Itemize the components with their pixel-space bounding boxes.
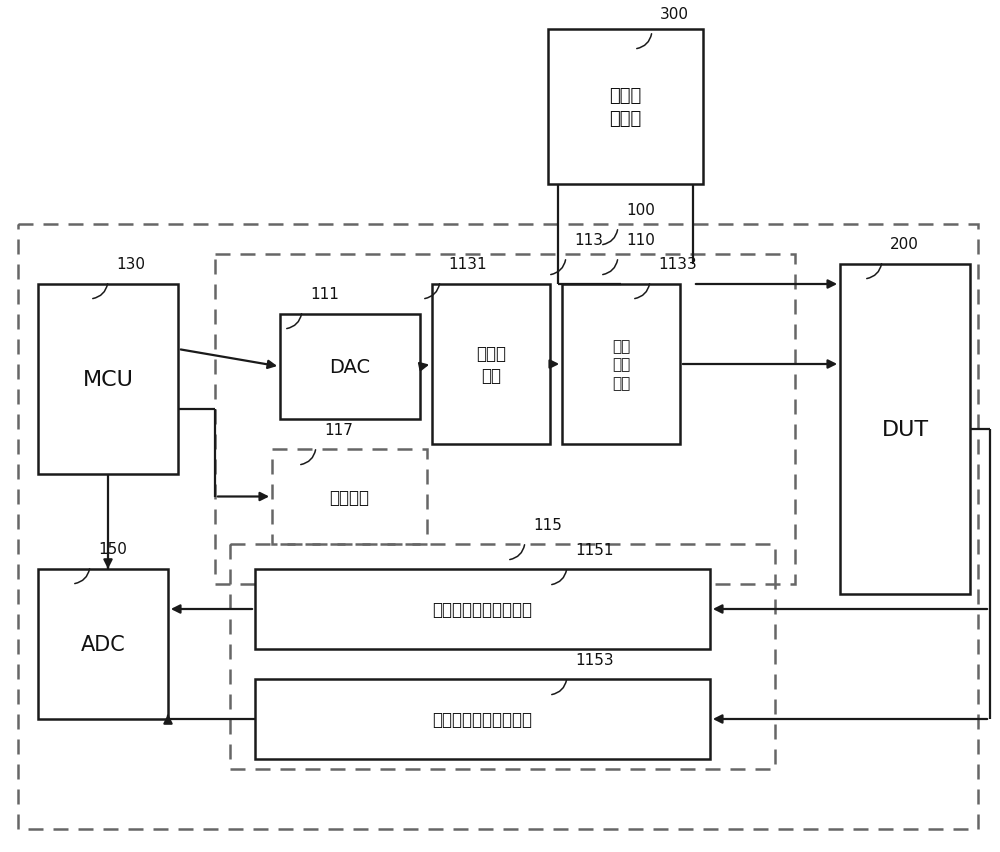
Text: 115: 115: [533, 517, 562, 532]
Bar: [38, 569, 168, 719]
Bar: [215, 255, 795, 584]
Text: 1133: 1133: [658, 256, 697, 272]
Text: 1153: 1153: [575, 653, 614, 667]
Bar: [548, 30, 703, 185]
Bar: [38, 285, 178, 475]
Bar: [255, 679, 710, 759]
Text: 1151: 1151: [575, 543, 614, 557]
Text: 113: 113: [574, 233, 603, 248]
Text: 电流放
大器: 电流放 大器: [476, 344, 506, 384]
Text: 300: 300: [660, 7, 689, 22]
Text: DUT: DUT: [881, 419, 929, 440]
Text: 200: 200: [890, 237, 919, 251]
Text: 外部采
样电阻: 外部采 样电阻: [609, 87, 642, 128]
Text: 110: 110: [626, 233, 655, 248]
Bar: [18, 225, 978, 829]
Bar: [840, 265, 970, 595]
Text: 电流采样测量驱动模块: 电流采样测量驱动模块: [432, 601, 532, 619]
Text: 1131: 1131: [448, 256, 487, 272]
Text: 配置模块: 配置模块: [330, 488, 370, 506]
Text: 100: 100: [626, 203, 655, 218]
Text: 150: 150: [98, 541, 127, 556]
Text: 采样
电阻
模块: 采样 电阻 模块: [612, 338, 630, 390]
Bar: [255, 569, 710, 649]
Text: 电压采样测量驱动模块: 电压采样测量驱动模块: [432, 711, 532, 728]
Text: ADC: ADC: [81, 634, 125, 654]
Bar: [562, 285, 680, 445]
Text: MCU: MCU: [83, 370, 133, 389]
Bar: [432, 285, 550, 445]
Text: 111: 111: [310, 286, 339, 302]
Text: 130: 130: [116, 256, 145, 272]
Bar: [230, 544, 775, 769]
Bar: [272, 450, 427, 544]
Text: DAC: DAC: [329, 358, 371, 377]
Bar: [280, 314, 420, 419]
Text: 117: 117: [324, 423, 353, 437]
